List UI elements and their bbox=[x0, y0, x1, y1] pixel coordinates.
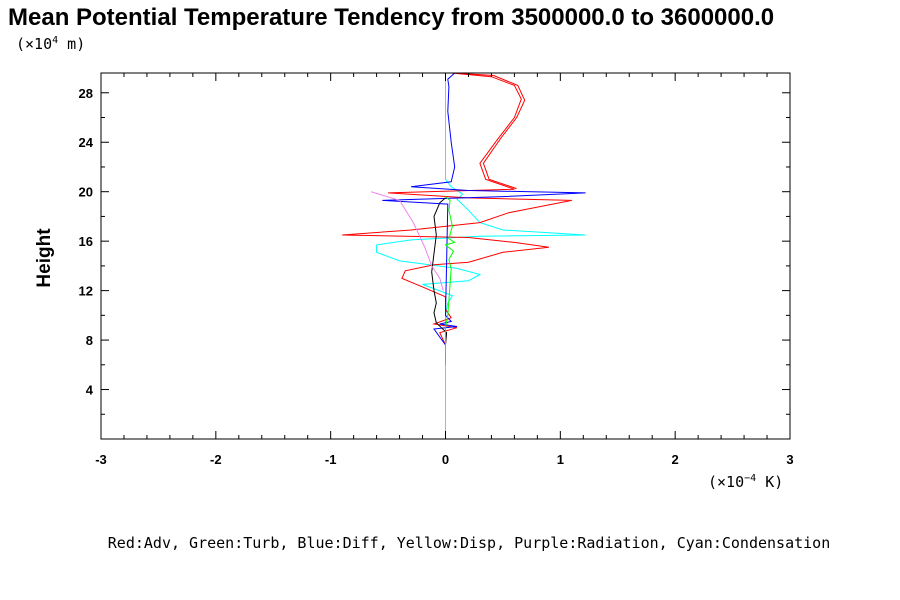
x-unit-label: (×10−4 K) bbox=[708, 473, 783, 491]
y-unit-label: (×104 m) bbox=[16, 35, 85, 53]
x-tick-label: 2 bbox=[672, 452, 679, 467]
y-tick-label: 20 bbox=[79, 185, 93, 200]
series-layer bbox=[342, 72, 586, 439]
x-tick-label: -1 bbox=[325, 452, 337, 467]
chart-title: Mean Potential Temperature Tendency from… bbox=[8, 4, 774, 31]
series-line-2 bbox=[342, 72, 572, 346]
y-tick-label: 8 bbox=[86, 333, 93, 348]
series-line-6 bbox=[444, 196, 456, 365]
legend-text: Red:Adv, Green:Turb, Blue:Diff, Yellow:D… bbox=[108, 534, 830, 552]
x-tick-label: 3 bbox=[786, 452, 793, 467]
y-tick-label: 24 bbox=[79, 135, 94, 150]
x-tick-label: -3 bbox=[95, 452, 107, 467]
y-tick-label: 12 bbox=[79, 284, 93, 299]
x-tick-label: 0 bbox=[442, 452, 449, 467]
y-tick-label: 16 bbox=[79, 234, 93, 249]
series-line-1 bbox=[376, 73, 586, 439]
series-line-4 bbox=[382, 72, 586, 346]
x-tick-label: -2 bbox=[210, 452, 222, 467]
series-line-7 bbox=[370, 191, 444, 291]
x-tick-label: 1 bbox=[557, 452, 564, 467]
series-line-3 bbox=[452, 72, 526, 190]
y-axis-label: Height bbox=[34, 228, 55, 288]
y-tick-label: 4 bbox=[86, 383, 94, 398]
y-tick-label: 28 bbox=[79, 86, 93, 101]
series-line-5 bbox=[431, 197, 448, 346]
